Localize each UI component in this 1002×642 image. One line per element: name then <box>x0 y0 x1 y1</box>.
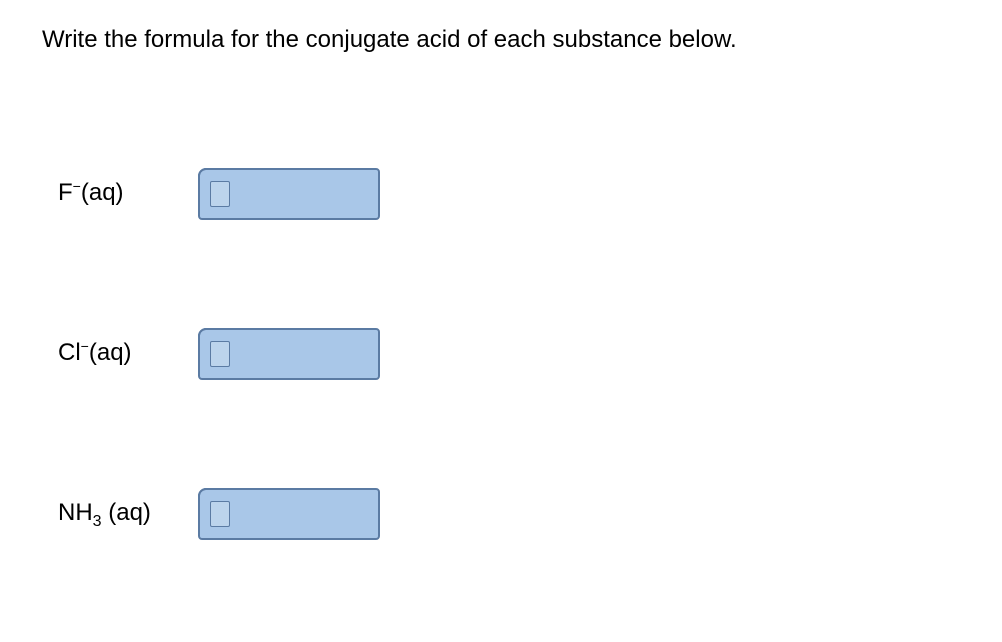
answer-input-3[interactable] <box>198 488 380 540</box>
answer-input-2[interactable] <box>198 328 380 380</box>
question-prompt: Write the formula for the conjugate acid… <box>42 26 737 54</box>
substance-label-3: NH3 (aq) <box>58 498 198 531</box>
row-3: NH3 (aq) <box>58 488 380 540</box>
row-1: F−(aq) <box>58 168 380 220</box>
input-placeholder-icon <box>210 181 230 207</box>
answer-input-1[interactable] <box>198 168 380 220</box>
input-placeholder-icon <box>210 501 230 527</box>
substance-label-2: Cl−(aq) <box>58 338 198 371</box>
substance-label-1: F−(aq) <box>58 178 198 211</box>
input-placeholder-icon <box>210 341 230 367</box>
row-2: Cl−(aq) <box>58 328 380 380</box>
